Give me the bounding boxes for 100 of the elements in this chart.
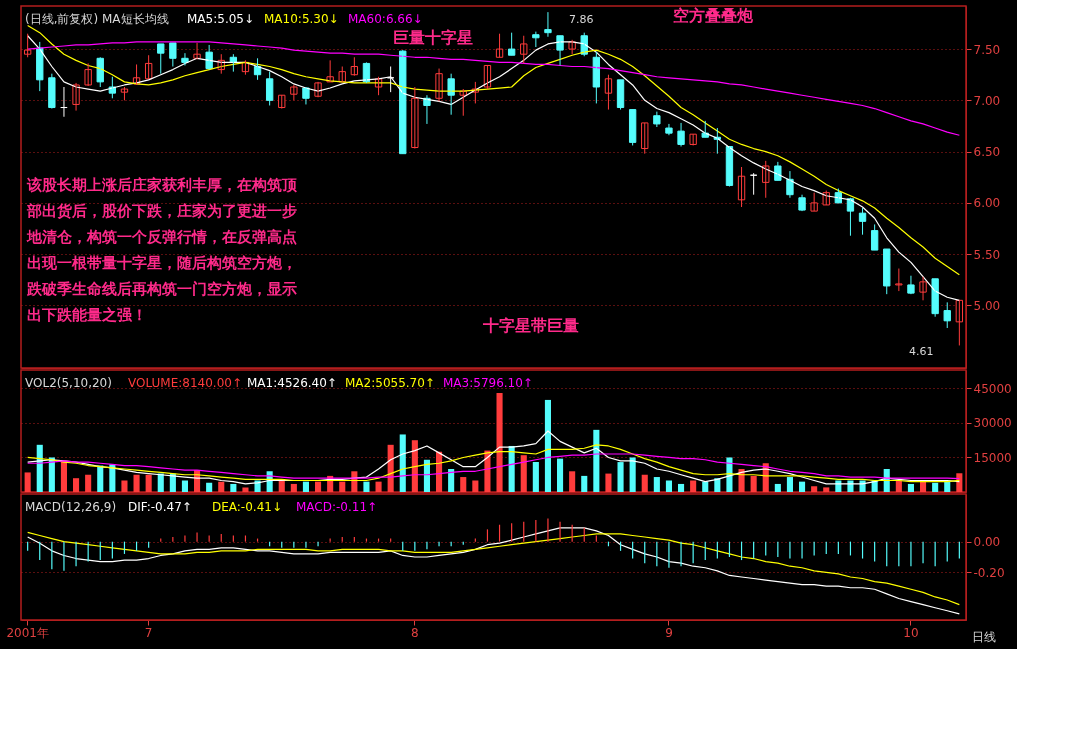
bar (665, 480, 672, 492)
bar (230, 483, 237, 492)
y-tick-label: 45000 (973, 381, 1012, 396)
bar (24, 472, 31, 492)
bar (774, 483, 781, 492)
annotation: 巨量十字星 (393, 28, 473, 47)
bar (895, 480, 902, 492)
bar (460, 477, 467, 492)
bar (617, 462, 624, 492)
annotation: 跌破季生命线后再构筑一门空方炮，显示 (26, 280, 297, 298)
bar (85, 474, 92, 492)
annotation: 十字星带巨量 (482, 316, 579, 335)
bar (750, 475, 757, 492)
bar (375, 481, 382, 492)
bar (823, 487, 830, 492)
bar (496, 393, 503, 492)
annotation: 4.61 (909, 345, 934, 358)
bar (641, 474, 648, 492)
bar (60, 460, 67, 492)
bar (448, 468, 455, 492)
bar (932, 482, 939, 492)
text: MA3:5796.10↑ (443, 376, 533, 390)
candlestick (810, 192, 818, 212)
bar (206, 482, 213, 492)
y-tick-label: 7.00 (973, 93, 1001, 108)
text: 日线 (972, 630, 996, 644)
bar (557, 458, 564, 492)
annotation: 部出货后，股价下跌，庄家为了更进一步 (26, 202, 297, 220)
candlestick (84, 62, 92, 87)
y-tick-label: 30000 (973, 416, 1012, 431)
annotation: 7.86 (569, 13, 594, 26)
bar (581, 475, 588, 492)
bar (956, 473, 963, 492)
bar (786, 477, 793, 492)
bar (121, 480, 128, 492)
candlestick (943, 301, 951, 329)
x-tick-label: 9 (665, 625, 673, 640)
bar (73, 478, 80, 492)
candlestick (907, 275, 915, 295)
bar (423, 459, 430, 492)
candlestick (774, 161, 782, 181)
bar (532, 462, 539, 492)
bar (702, 481, 709, 492)
candlestick (399, 49, 407, 155)
chart-title: MACD(12,26,9) (25, 500, 117, 514)
bar (399, 434, 406, 492)
bar (690, 480, 697, 492)
bar (799, 481, 806, 492)
x-tick-label: 2001年 (6, 625, 49, 640)
y-tick-label: 5.50 (973, 247, 1001, 262)
text: DIF:-0.47↑ (128, 500, 192, 514)
annotation: 该股长期上涨后庄家获利丰厚，在构筑顶 (26, 176, 298, 194)
candlestick (507, 32, 516, 56)
candlestick (883, 248, 891, 295)
annotation: 出现一根带量十字星，随后构筑空方炮， (27, 254, 297, 272)
bar (315, 481, 322, 492)
candlestick (205, 44, 213, 71)
annotation: 空方叠叠炮 (673, 6, 754, 25)
candlestick (23, 33, 32, 58)
bar (109, 464, 116, 492)
bar (472, 480, 479, 492)
line-series (27, 453, 960, 480)
candlestick (495, 33, 504, 58)
text: VOLUME:8140.00↑ (128, 376, 242, 390)
bar (278, 480, 285, 492)
bar (133, 474, 140, 492)
candlestick (290, 84, 298, 101)
text: MA1:4526.40↑ (247, 376, 337, 390)
y-tick-label: 0.00 (973, 535, 1001, 550)
candlestick (641, 122, 649, 155)
candlestick (120, 86, 129, 101)
line-series (27, 444, 960, 483)
bar (302, 481, 309, 492)
candlestick (665, 123, 673, 136)
bar (181, 480, 188, 492)
text: (日线,前复权) MA短长均线 (25, 12, 169, 26)
y-tick-label: 5.00 (973, 298, 1001, 313)
candlestick (157, 43, 165, 75)
text: MACD:-0.11↑ (296, 500, 378, 514)
bar (811, 486, 818, 492)
bar (544, 399, 551, 492)
bar (629, 457, 636, 492)
x-tick-label: 10 (903, 625, 919, 640)
annotation: 出下跌能量之强！ (27, 306, 147, 324)
candlestick (895, 268, 903, 292)
text: MA10:5.30↓ (264, 12, 339, 26)
candlestick (278, 94, 286, 110)
bar (653, 477, 660, 492)
annotation: 地清仓，构筑一个反弹行情，在反弹高点 (26, 228, 297, 246)
bar (714, 478, 721, 492)
text: MA2:5055.70↑ (345, 376, 435, 390)
y-tick-label: 6.50 (973, 145, 1001, 160)
bar (569, 471, 576, 492)
bar (363, 481, 370, 492)
y-tick-label: 15000 (973, 450, 1012, 465)
candlestick (338, 66, 346, 83)
candlestick (762, 160, 770, 199)
text: VOL2(5,10,20) (25, 376, 112, 390)
y-tick-label: 7.50 (973, 42, 1001, 57)
x-tick-label: 8 (411, 625, 419, 640)
